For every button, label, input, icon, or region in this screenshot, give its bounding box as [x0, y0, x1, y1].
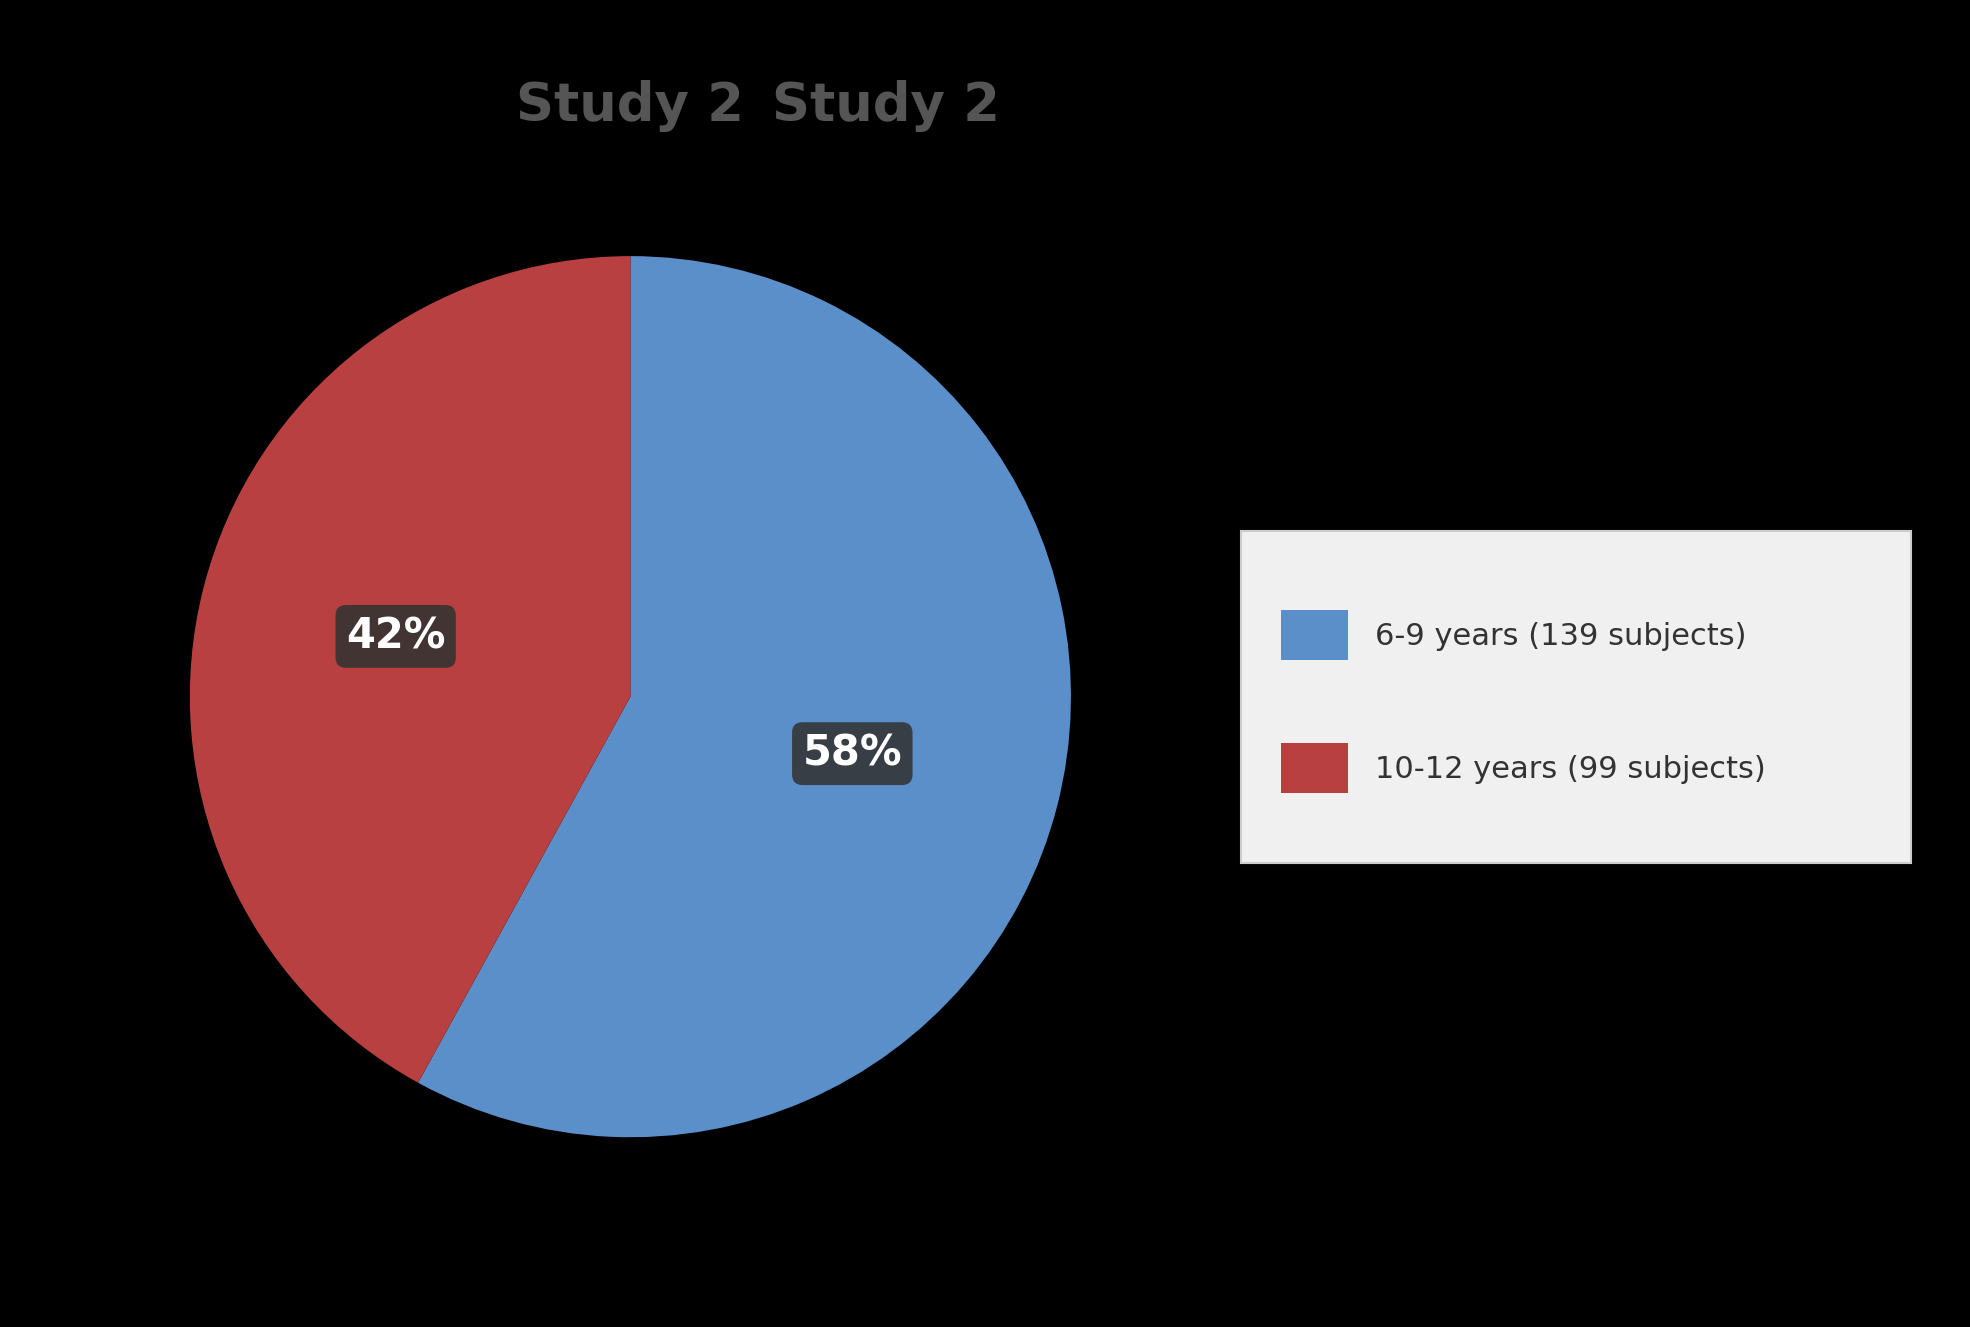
Wedge shape — [189, 256, 630, 1083]
Text: Study 2: Study 2 — [772, 80, 1001, 133]
Title: Study 2: Study 2 — [516, 80, 745, 131]
Bar — [1280, 743, 1347, 794]
Text: 42%: 42% — [347, 616, 445, 657]
Text: 6-9 years (139 subjects): 6-9 years (139 subjects) — [1375, 622, 1747, 652]
Text: 58%: 58% — [802, 733, 902, 775]
Text: 10-12 years (99 subjects): 10-12 years (99 subjects) — [1375, 755, 1765, 784]
FancyBboxPatch shape — [1241, 531, 1911, 863]
Wedge shape — [418, 256, 1072, 1137]
Bar — [1280, 610, 1347, 660]
